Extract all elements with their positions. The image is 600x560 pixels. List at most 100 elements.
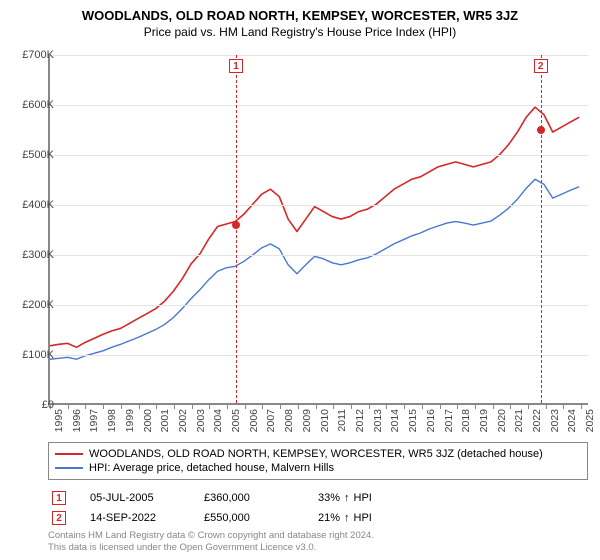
xtick-mark: [280, 403, 281, 409]
sale-marker-box: 1: [229, 59, 243, 73]
gridline-h: [50, 155, 588, 156]
ytick-label: £200K: [10, 299, 54, 311]
xtick-mark: [386, 403, 387, 409]
xtick-mark: [245, 403, 246, 409]
gridline-h: [50, 255, 588, 256]
xtick-label: 1996: [71, 409, 83, 432]
sale-marker-box: 2: [534, 59, 548, 73]
series-line-property: [50, 107, 579, 347]
sale-pct-vs-hpi: 21% ↑ HPI: [318, 512, 408, 524]
sale-point: [537, 126, 545, 134]
xtick-label: 2012: [354, 409, 366, 432]
xtick-mark: [475, 403, 476, 409]
xtick-label: 2003: [195, 409, 207, 432]
arrow-up-icon: ↑: [344, 512, 350, 524]
legend-row: HPI: Average price, detached house, Malv…: [55, 461, 581, 475]
xtick-label: 1995: [53, 409, 65, 432]
xtick-label: 2023: [549, 409, 561, 432]
xtick-mark: [103, 403, 104, 409]
xtick-label: 2011: [336, 409, 348, 432]
sale-vline: [541, 55, 542, 403]
xtick-label: 2019: [478, 409, 490, 432]
sale-pct-vs-hpi: 33% ↑ HPI: [318, 492, 408, 504]
legend-label: HPI: Average price, detached house, Malv…: [89, 462, 334, 474]
xtick-label: 2005: [230, 409, 242, 432]
chart-title: WOODLANDS, OLD ROAD NORTH, KEMPSEY, WORC…: [0, 0, 600, 23]
xtick-mark: [440, 403, 441, 409]
xtick-label: 2008: [283, 409, 295, 432]
xtick-mark: [262, 403, 263, 409]
sale-vs-label: HPI: [354, 492, 372, 504]
sale-vs-label: HPI: [354, 512, 372, 524]
ytick-label: £700K: [10, 49, 54, 61]
xtick-label: 2010: [319, 409, 331, 432]
xtick-label: 2000: [142, 409, 154, 432]
xtick-label: 1999: [124, 409, 136, 432]
chart-subtitle: Price paid vs. HM Land Registry's House …: [0, 23, 600, 43]
xtick-mark: [510, 403, 511, 409]
xtick-mark: [457, 403, 458, 409]
sale-price: £550,000: [204, 512, 294, 524]
xtick-mark: [209, 403, 210, 409]
footer-line-1: Contains HM Land Registry data © Crown c…: [48, 530, 588, 542]
xtick-label: 2006: [248, 409, 260, 432]
gridline-h: [50, 105, 588, 106]
xtick-mark: [369, 403, 370, 409]
xtick-mark: [422, 403, 423, 409]
xtick-mark: [316, 403, 317, 409]
xtick-mark: [493, 403, 494, 409]
xtick-mark: [404, 403, 405, 409]
gridline-h: [50, 55, 588, 56]
xtick-label: 2007: [265, 409, 277, 432]
xtick-mark: [85, 403, 86, 409]
xtick-label: 1997: [88, 409, 100, 432]
sale-pct-value: 21%: [318, 512, 340, 524]
ytick-label: £400K: [10, 199, 54, 211]
ytick-label: £0: [10, 399, 54, 411]
gridline-h: [50, 205, 588, 206]
xtick-label: 2004: [212, 409, 224, 432]
xtick-mark: [174, 403, 175, 409]
xtick-label: 2025: [584, 409, 596, 432]
xtick-label: 1998: [106, 409, 118, 432]
xtick-label: 2014: [389, 409, 401, 432]
ytick-label: £300K: [10, 249, 54, 261]
xtick-mark: [351, 403, 352, 409]
xtick-label: 2013: [372, 409, 384, 432]
sale-date: 14-SEP-2022: [90, 512, 180, 524]
xtick-mark: [192, 403, 193, 409]
xtick-mark: [563, 403, 564, 409]
arrow-up-icon: ↑: [344, 492, 350, 504]
ytick-label: £600K: [10, 99, 54, 111]
gridline-h: [50, 305, 588, 306]
legend-label: WOODLANDS, OLD ROAD NORTH, KEMPSEY, WORC…: [89, 448, 543, 460]
xtick-mark: [139, 403, 140, 409]
xtick-mark: [528, 403, 529, 409]
legend-box: WOODLANDS, OLD ROAD NORTH, KEMPSEY, WORC…: [48, 442, 588, 480]
sale-date: 05-JUL-2005: [90, 492, 180, 504]
sale-vline: [236, 55, 237, 403]
xtick-label: 2015: [407, 409, 419, 432]
xtick-mark: [333, 403, 334, 409]
footer-line-2: This data is licensed under the Open Gov…: [48, 542, 588, 554]
line-series-svg: [50, 55, 588, 403]
xtick-label: 2009: [301, 409, 313, 432]
xtick-mark: [68, 403, 69, 409]
chart-plot-area: 1995199619971998199920002001200220032004…: [48, 55, 588, 405]
sale-row-marker: 1: [52, 491, 66, 505]
xtick-mark: [156, 403, 157, 409]
sale-point: [232, 221, 240, 229]
ytick-label: £500K: [10, 149, 54, 161]
xtick-mark: [546, 403, 547, 409]
xtick-label: 2021: [513, 409, 525, 432]
xtick-mark: [298, 403, 299, 409]
sale-row: 214-SEP-2022£550,00021%↑HPI: [48, 508, 588, 528]
legend-swatch: [55, 453, 83, 455]
xtick-label: 2018: [460, 409, 472, 432]
legend-row: WOODLANDS, OLD ROAD NORTH, KEMPSEY, WORC…: [55, 447, 581, 461]
sale-pct-value: 33%: [318, 492, 340, 504]
sale-row: 105-JUL-2005£360,00033%↑HPI: [48, 488, 588, 508]
xtick-mark: [227, 403, 228, 409]
xtick-label: 2020: [496, 409, 508, 432]
xtick-label: 2016: [425, 409, 437, 432]
